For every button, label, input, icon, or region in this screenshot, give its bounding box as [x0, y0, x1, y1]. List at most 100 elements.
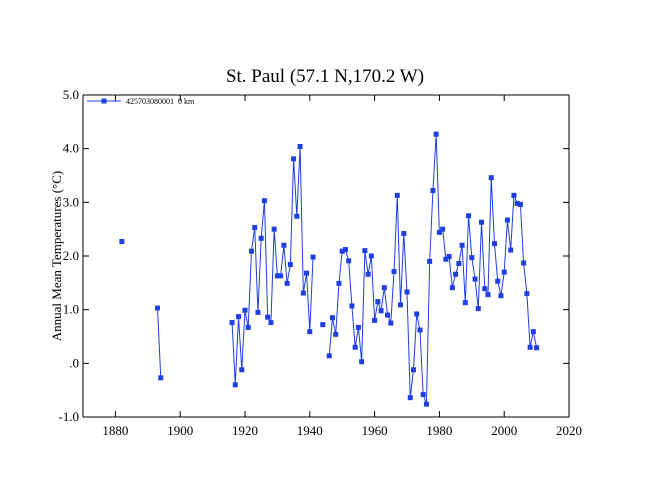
data-point	[479, 219, 485, 225]
data-point	[232, 382, 238, 388]
data-point	[158, 375, 164, 381]
data-point	[119, 239, 125, 245]
data-point	[440, 226, 446, 232]
data-point	[433, 131, 439, 137]
data-point	[446, 254, 452, 260]
y-tick-label: .0	[69, 355, 79, 370]
data-point	[242, 307, 248, 313]
series-layer	[119, 131, 540, 407]
data-point	[281, 242, 287, 248]
data-point	[394, 192, 400, 198]
plot-frame	[82, 94, 570, 418]
x-tick-label: 2000	[491, 423, 517, 438]
data-point	[514, 200, 520, 206]
data-point	[430, 188, 436, 194]
legend-label: 425703080001 0 km	[126, 97, 195, 106]
data-point	[339, 248, 345, 254]
data-point	[365, 271, 371, 277]
data-point	[252, 225, 258, 231]
data-point	[326, 353, 332, 359]
data-point	[248, 248, 254, 254]
data-point	[456, 261, 462, 267]
x-tick-label: 1920	[232, 423, 258, 438]
y-tick-label: 2.0	[63, 248, 79, 263]
data-point	[245, 324, 251, 330]
data-point	[388, 320, 394, 326]
data-point	[352, 344, 358, 350]
data-point	[398, 302, 404, 308]
data-point	[362, 248, 368, 254]
data-point	[498, 293, 504, 299]
data-point	[485, 292, 491, 298]
data-point	[511, 192, 517, 198]
x-axis: 1880 1900 1920 1940 1960 1980 2000 2020	[102, 95, 582, 438]
data-point	[284, 280, 290, 286]
data-point	[229, 320, 235, 326]
data-point	[469, 255, 475, 261]
data-point	[304, 270, 310, 276]
data-point	[291, 156, 297, 162]
data-point	[517, 201, 523, 207]
data-point	[391, 269, 397, 275]
data-point	[329, 315, 335, 321]
x-tick-label: 1940	[297, 423, 323, 438]
data-point	[427, 258, 433, 264]
data-point	[342, 247, 348, 253]
y-tick-label: 3.0	[63, 194, 79, 209]
data-point	[534, 345, 540, 351]
data-point	[274, 273, 280, 279]
data-point	[475, 306, 481, 312]
data-point	[462, 300, 468, 306]
data-point	[346, 258, 352, 264]
data-point	[375, 299, 381, 305]
data-point	[287, 262, 293, 268]
y-tick-label: 4.0	[63, 141, 79, 156]
data-point	[368, 253, 374, 259]
data-point	[423, 401, 429, 407]
data-point	[449, 285, 455, 291]
data-point	[495, 278, 501, 284]
data-point	[501, 269, 507, 275]
data-point	[349, 303, 355, 309]
data-point	[410, 367, 416, 373]
data-point	[385, 312, 391, 318]
data-point	[407, 395, 413, 401]
data-point	[504, 217, 510, 223]
x-tick-label: 1960	[362, 423, 388, 438]
data-point	[482, 286, 488, 292]
data-point	[297, 144, 303, 150]
data-point	[404, 289, 410, 295]
data-point	[417, 327, 423, 333]
y-axis-label: Annual Mean Temperatures (°C)	[49, 171, 64, 341]
data-point	[472, 276, 478, 282]
data-point	[459, 242, 465, 248]
data-point	[278, 273, 284, 279]
y-tick-label: 5.0	[63, 87, 79, 102]
series-line	[231, 146, 314, 385]
data-point	[333, 331, 339, 337]
data-point	[307, 329, 313, 335]
chart-title: St. Paul (57.1 N,170.2 W)	[226, 66, 424, 87]
y-axis: -1.0 .0 1.0 2.0 3.0 4.0 5.0	[58, 87, 569, 424]
x-tick-label: 1900	[167, 423, 193, 438]
y-tick-label: -1.0	[58, 409, 79, 424]
data-point	[466, 213, 472, 219]
data-point	[261, 198, 267, 204]
series-line	[157, 308, 162, 378]
data-point	[521, 260, 527, 266]
data-point	[443, 256, 449, 262]
legend-marker	[101, 98, 107, 104]
data-point	[527, 344, 533, 350]
data-point	[255, 309, 261, 315]
data-point	[488, 175, 494, 181]
data-point	[268, 320, 274, 326]
data-point	[310, 254, 316, 260]
data-point	[355, 324, 361, 330]
data-point	[436, 229, 442, 235]
data-point	[239, 367, 245, 373]
data-point	[372, 317, 378, 323]
data-point	[381, 285, 387, 291]
legend: 425703080001 0 km	[87, 97, 195, 106]
x-tick-label: 2020	[556, 423, 582, 438]
